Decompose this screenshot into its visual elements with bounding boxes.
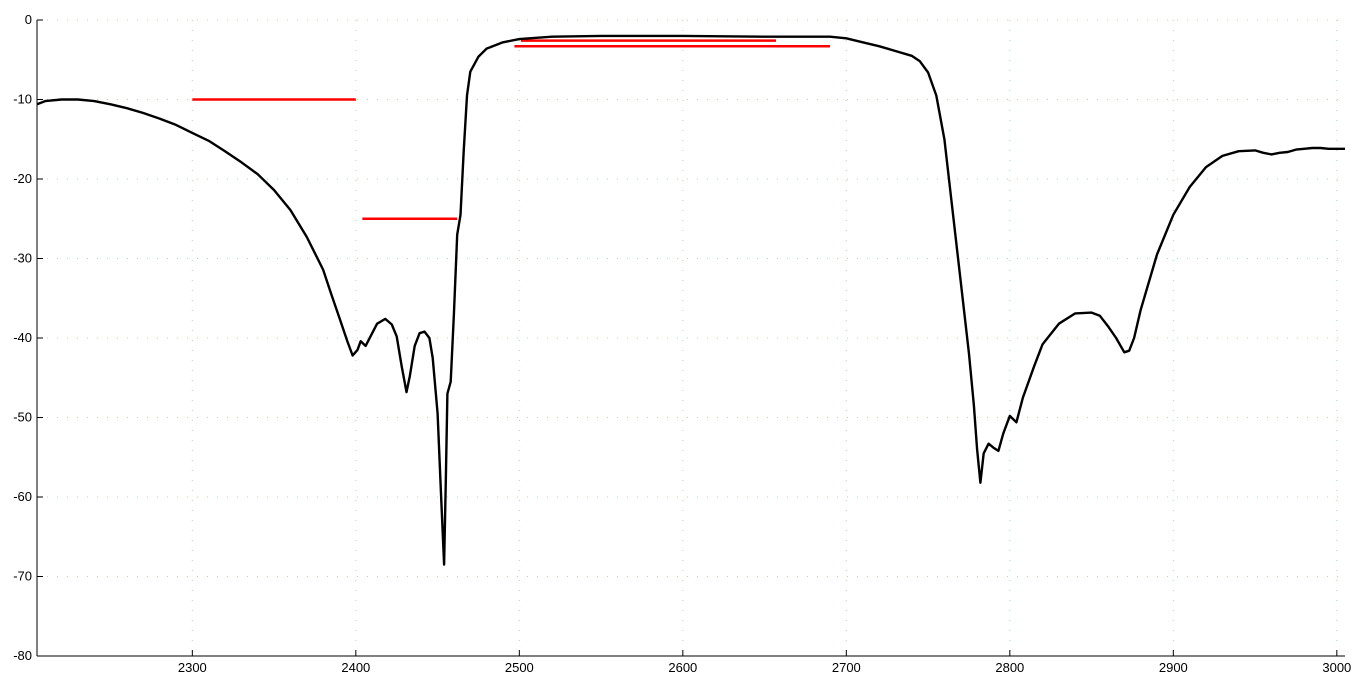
- x-tick-label: 2900: [1159, 660, 1188, 675]
- response-line: [36, 34, 1345, 566]
- x-tick-label: 2700: [832, 660, 861, 675]
- axes: [36, 20, 1345, 657]
- y-tick-label: -40: [13, 330, 32, 345]
- series-layer: [36, 34, 1345, 566]
- y-tick-label: 0: [25, 12, 32, 27]
- x-tick-label: 3000: [1322, 660, 1351, 675]
- grid-lines: [37, 19, 1345, 656]
- x-tick-label: 2600: [668, 660, 697, 675]
- x-tick-label: 2800: [995, 660, 1024, 675]
- y-tick-label: -60: [13, 489, 32, 504]
- tick-marks: 0 -10 -20 -30 -40 -50 -60 -70 -80 2300 2400 2500 260…: [13, 12, 1351, 675]
- x-tick-label: 2500: [505, 660, 534, 675]
- y-tick-label: -70: [13, 569, 32, 584]
- x-tick-label: 2400: [341, 660, 370, 675]
- y-tick-label: -50: [13, 410, 32, 425]
- y-tick-label: -20: [13, 171, 32, 186]
- y-tick-label: -10: [13, 92, 32, 107]
- x-tick-label: 2300: [178, 660, 207, 675]
- y-tick-label: -30: [13, 251, 32, 266]
- y-tick-label: -80: [13, 648, 32, 663]
- limit-lines: [192, 39, 830, 220]
